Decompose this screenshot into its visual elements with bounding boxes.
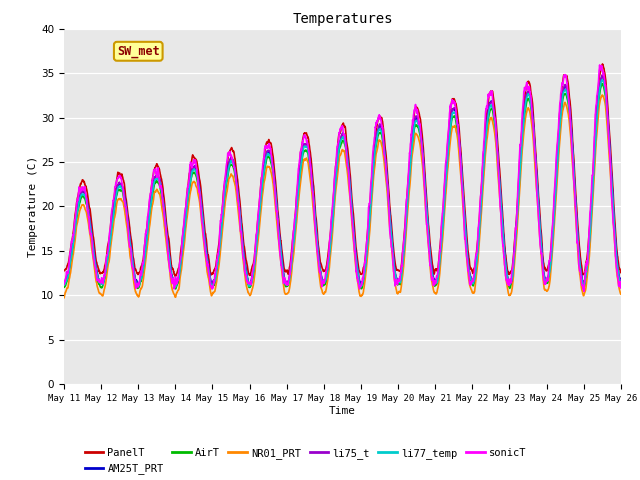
Line: AM25T_PRT: AM25T_PRT (64, 76, 621, 285)
li77_temp (568, 137, 575, 143)
PanelT (172, 273, 179, 279)
sonicT (580, 288, 588, 294)
Line: sonicT: sonicT (64, 65, 621, 291)
sonicT (617, 285, 625, 291)
NR01_PRT (583, 275, 591, 280)
Title: Temperatures: Temperatures (292, 12, 393, 26)
NR01_PRT (216, 260, 223, 265)
PanelT (60, 268, 68, 274)
NR01_PRT (60, 295, 68, 300)
Legend: PanelT, AM25T_PRT, AirT, NR01_PRT, li75_t, li77_temp, sonicT: PanelT, AM25T_PRT, AirT, NR01_PRT, li75_… (81, 444, 531, 478)
li77_temp (371, 150, 379, 156)
sonicT (371, 134, 378, 140)
li77_temp (357, 284, 365, 290)
AM25T_PRT (584, 262, 591, 268)
li75_t (504, 278, 512, 284)
AirT (359, 283, 367, 289)
sonicT (60, 281, 68, 287)
li77_temp (216, 250, 223, 256)
AM25T_PRT (371, 148, 379, 154)
AirT (172, 286, 179, 292)
PanelT (568, 121, 575, 127)
li75_t (247, 282, 255, 288)
li75_t (598, 72, 606, 78)
NR01_PRT (617, 291, 625, 297)
AirT (617, 281, 625, 287)
li75_t (60, 281, 68, 287)
X-axis label: Time: Time (329, 406, 356, 416)
li77_temp (617, 280, 625, 286)
li77_temp (60, 282, 68, 288)
NR01_PRT (371, 166, 378, 172)
AM25T_PRT (359, 278, 367, 284)
AM25T_PRT (60, 281, 68, 287)
li75_t (584, 262, 591, 267)
Y-axis label: Temperature (C): Temperature (C) (28, 156, 38, 257)
AirT (568, 141, 575, 147)
Line: AirT: AirT (64, 84, 621, 289)
AirT (371, 154, 379, 159)
NR01_PRT (358, 292, 366, 298)
sonicT (216, 242, 223, 248)
PanelT (504, 270, 512, 276)
sonicT (358, 276, 366, 282)
NR01_PRT (568, 147, 575, 153)
Text: SW_met: SW_met (117, 45, 159, 58)
Line: PanelT: PanelT (64, 64, 621, 276)
li75_t (371, 147, 379, 153)
AirT (584, 264, 591, 270)
li77_temp (584, 264, 591, 269)
li75_t (216, 245, 223, 251)
PanelT (371, 137, 379, 143)
AirT (504, 282, 512, 288)
PanelT (584, 252, 591, 258)
sonicT (584, 259, 591, 264)
sonicT (596, 62, 604, 68)
AM25T_PRT (617, 276, 625, 281)
li75_t (568, 133, 575, 139)
AM25T_PRT (504, 278, 512, 284)
PanelT (216, 235, 223, 241)
NR01_PRT (598, 92, 606, 98)
Line: NR01_PRT: NR01_PRT (64, 95, 621, 298)
AM25T_PRT (246, 282, 254, 288)
AM25T_PRT (568, 133, 575, 139)
li77_temp (504, 281, 512, 287)
li75_t (359, 279, 367, 285)
sonicT (504, 276, 512, 282)
AM25T_PRT (216, 246, 223, 252)
PanelT (617, 270, 625, 276)
PanelT (359, 269, 367, 275)
Line: li75_t: li75_t (64, 75, 621, 285)
AirT (598, 81, 606, 86)
AirT (60, 284, 68, 290)
sonicT (568, 139, 575, 145)
NR01_PRT (504, 288, 512, 294)
AirT (216, 248, 223, 254)
li75_t (617, 277, 625, 283)
AM25T_PRT (598, 73, 606, 79)
li77_temp (359, 280, 367, 286)
PanelT (598, 61, 606, 67)
Line: li77_temp: li77_temp (64, 80, 621, 287)
li77_temp (598, 77, 605, 83)
